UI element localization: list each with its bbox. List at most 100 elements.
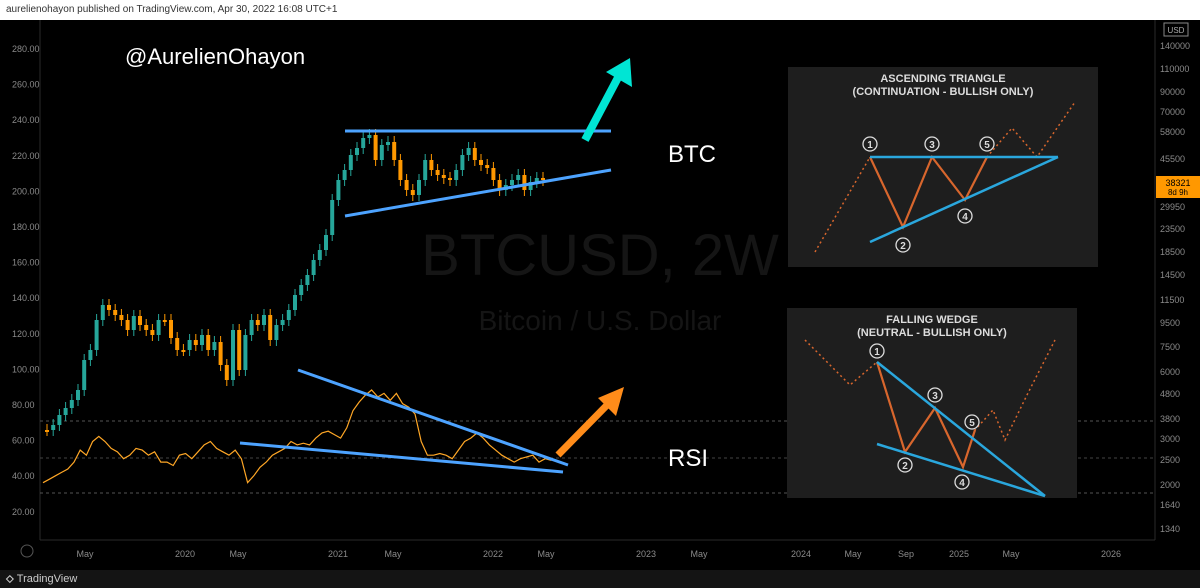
falling-wedge-title: FALLING WEDGE <box>886 314 978 326</box>
candle-body <box>485 165 490 168</box>
right-axis-tick: 58000 <box>1160 127 1185 137</box>
left-axis-tick: 220.00 <box>12 151 40 161</box>
x-axis-tick: 2026 <box>1101 549 1121 559</box>
candle-body <box>355 148 359 155</box>
right-price-axis: 140000 110000 90000 70000 58000 45500 29950 235… <box>1160 41 1190 534</box>
triangle-support-line <box>344 168 612 218</box>
x-axis-tick: May <box>384 549 402 559</box>
candle-body <box>45 430 49 432</box>
publisher-text: aurelienohayon published on TradingView.… <box>6 4 338 15</box>
ascending-triangle-subtitle: (CONTINUATION - BULLISH ONLY) <box>853 86 1034 98</box>
candle-body <box>51 425 56 430</box>
right-axis-tick: 7500 <box>1160 342 1180 352</box>
candle-body <box>249 320 254 335</box>
left-axis-tick: 80.00 <box>12 400 35 410</box>
right-axis-tick: 110000 <box>1160 64 1189 74</box>
current-price-tag: 38321 8d 9h <box>1156 176 1200 198</box>
candle-body <box>460 155 465 170</box>
wedge-point-4: 4 <box>959 478 965 489</box>
candle-body <box>286 310 291 320</box>
triangle-point-3: 3 <box>929 140 935 151</box>
candle-body <box>541 178 545 180</box>
right-axis-tick: 3800 <box>1160 414 1180 424</box>
candle-body <box>404 180 409 190</box>
candle-body <box>448 178 452 180</box>
left-axis-tick: 260.00 <box>12 80 40 90</box>
currency-unit-label: USD <box>1168 26 1185 35</box>
right-axis-tick: 1340 <box>1160 524 1180 534</box>
candles <box>45 129 545 436</box>
candle-body <box>472 148 477 160</box>
candle-body <box>175 338 180 350</box>
candle-body <box>94 320 99 350</box>
candle-body <box>441 175 446 178</box>
x-axis-tick: 2023 <box>636 549 656 559</box>
candle-body <box>324 235 328 250</box>
candle-body <box>435 170 440 175</box>
wedge-point-3: 3 <box>932 391 938 402</box>
candle-body <box>107 305 111 310</box>
right-axis-tick: 1640 <box>1160 500 1180 510</box>
candle-body <box>255 320 260 325</box>
name-watermark: Bitcoin / U.S. Dollar <box>479 305 722 336</box>
candle-body <box>330 200 335 235</box>
right-axis-tick: 6000 <box>1160 367 1180 377</box>
candle-body <box>466 148 471 155</box>
candle-body <box>522 175 527 190</box>
x-axis-tick: 2025 <box>949 549 969 559</box>
left-price-axis: 280.00 260.00 240.00 220.00 200.00 180.00 160.… <box>12 44 40 517</box>
triangle-point-2: 2 <box>900 241 906 252</box>
candle-body <box>423 160 428 180</box>
candle-body <box>156 320 161 335</box>
candle-body <box>169 320 173 338</box>
left-axis-tick: 180.00 <box>12 222 40 232</box>
candle-body <box>76 390 80 400</box>
candle-body <box>293 295 297 310</box>
candle-body <box>218 342 223 365</box>
candle-body <box>162 320 167 322</box>
candle-body <box>262 315 266 325</box>
current-price-countdown: 8d 9h <box>1168 188 1188 197</box>
left-axis-tick: 120.00 <box>12 329 40 339</box>
candle-body <box>454 170 459 180</box>
candle-body <box>243 335 248 370</box>
candle-body <box>82 360 87 390</box>
tradingview-logo-icon: ⬦ <box>6 573 17 585</box>
left-axis-tick: 200.00 <box>12 186 40 196</box>
candle-body <box>280 320 285 325</box>
triangle-point-1: 1 <box>867 140 873 151</box>
right-axis-tick: 14500 <box>1160 270 1185 280</box>
current-price-value: 38321 <box>1165 178 1190 188</box>
x-axis-tick: May <box>537 549 555 559</box>
candle-body <box>311 260 316 275</box>
rsi-support-line <box>239 441 564 474</box>
x-axis-tick: 2020 <box>175 549 195 559</box>
zoom-reset-icon[interactable] <box>20 544 34 558</box>
left-axis-tick: 100.00 <box>12 364 40 374</box>
candle-body <box>336 180 341 200</box>
candle-body <box>144 325 149 330</box>
right-axis-tick: 4800 <box>1160 389 1180 399</box>
right-axis-tick: 45500 <box>1160 154 1185 164</box>
candle-body <box>119 315 124 320</box>
ascending-triangle-panel: ASCENDING TRIANGLE (CONTINUATION - BULLI… <box>788 67 1098 267</box>
candle-body <box>231 330 235 380</box>
candle-body <box>429 160 434 170</box>
btc-label: BTC <box>668 141 716 168</box>
candle-body <box>150 330 155 335</box>
candle-body <box>200 335 204 345</box>
rsi-resistance-line <box>297 368 569 467</box>
price-chart[interactable]: BTCUSD, 2W Bitcoin / U.S. Dollar 280.002… <box>0 20 1200 570</box>
candle-body <box>410 190 415 195</box>
candle-body <box>138 316 142 325</box>
candle-body <box>373 135 378 160</box>
orange-breakout-arrow <box>555 387 624 458</box>
candle-body <box>57 415 62 425</box>
right-axis-tick: 90000 <box>1160 87 1185 97</box>
candle-body <box>193 340 198 345</box>
triangle-point-5: 5 <box>984 140 990 151</box>
rsi-line <box>42 389 552 484</box>
candle-body <box>224 365 229 380</box>
x-axis-tick: May <box>229 549 247 559</box>
x-axis-tick: 2021 <box>328 549 348 559</box>
